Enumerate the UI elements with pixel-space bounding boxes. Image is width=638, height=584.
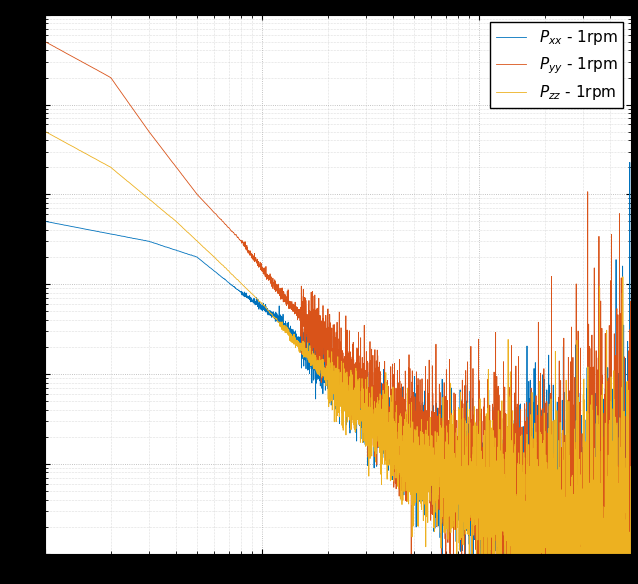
$P_{yy}$ - 1rpm	[422, 435, 430, 442]
$P_{zz}$ - 1rpm	[478, 489, 486, 496]
Line: $P_{zz}$ - 1rpm: $P_{zz}$ - 1rpm	[45, 131, 631, 584]
$P_{xx}$ - 1rpm	[626, 159, 634, 166]
$P_{zz}$ - 1rpm	[148, 197, 156, 204]
$P_{zz}$ - 1rpm	[41, 128, 49, 135]
$P_{yy}$ - 1rpm	[265, 275, 273, 282]
$P_{xx}$ - 1rpm	[478, 526, 486, 533]
$P_{xx}$ - 1rpm	[523, 450, 531, 457]
$P_{zz}$ - 1rpm	[393, 453, 401, 460]
Line: $P_{yy}$ - 1rpm: $P_{yy}$ - 1rpm	[45, 42, 631, 584]
$P_{xx}$ - 1rpm	[422, 501, 430, 508]
$P_{yy}$ - 1rpm	[148, 132, 156, 139]
$P_{zz}$ - 1rpm	[523, 431, 531, 438]
Legend: $P_{xx}$ - 1rpm, $P_{yy}$ - 1rpm, $P_{zz}$ - 1rpm: $P_{xx}$ - 1rpm, $P_{yy}$ - 1rpm, $P_{zz…	[490, 22, 623, 109]
$P_{zz}$ - 1rpm	[627, 545, 635, 552]
$P_{zz}$ - 1rpm	[422, 460, 430, 467]
$P_{xx}$ - 1rpm	[148, 239, 156, 246]
Line: $P_{xx}$ - 1rpm: $P_{xx}$ - 1rpm	[45, 162, 631, 584]
$P_{xx}$ - 1rpm	[393, 432, 401, 439]
$P_{zz}$ - 1rpm	[41, 128, 49, 135]
$P_{yy}$ - 1rpm	[41, 39, 49, 46]
$P_{xx}$ - 1rpm	[265, 309, 273, 316]
$P_{yy}$ - 1rpm	[523, 459, 531, 466]
$P_{yy}$ - 1rpm	[393, 395, 401, 402]
$P_{xx}$ - 1rpm	[41, 218, 49, 225]
$P_{yy}$ - 1rpm	[478, 490, 486, 497]
$P_{zz}$ - 1rpm	[265, 308, 273, 315]
